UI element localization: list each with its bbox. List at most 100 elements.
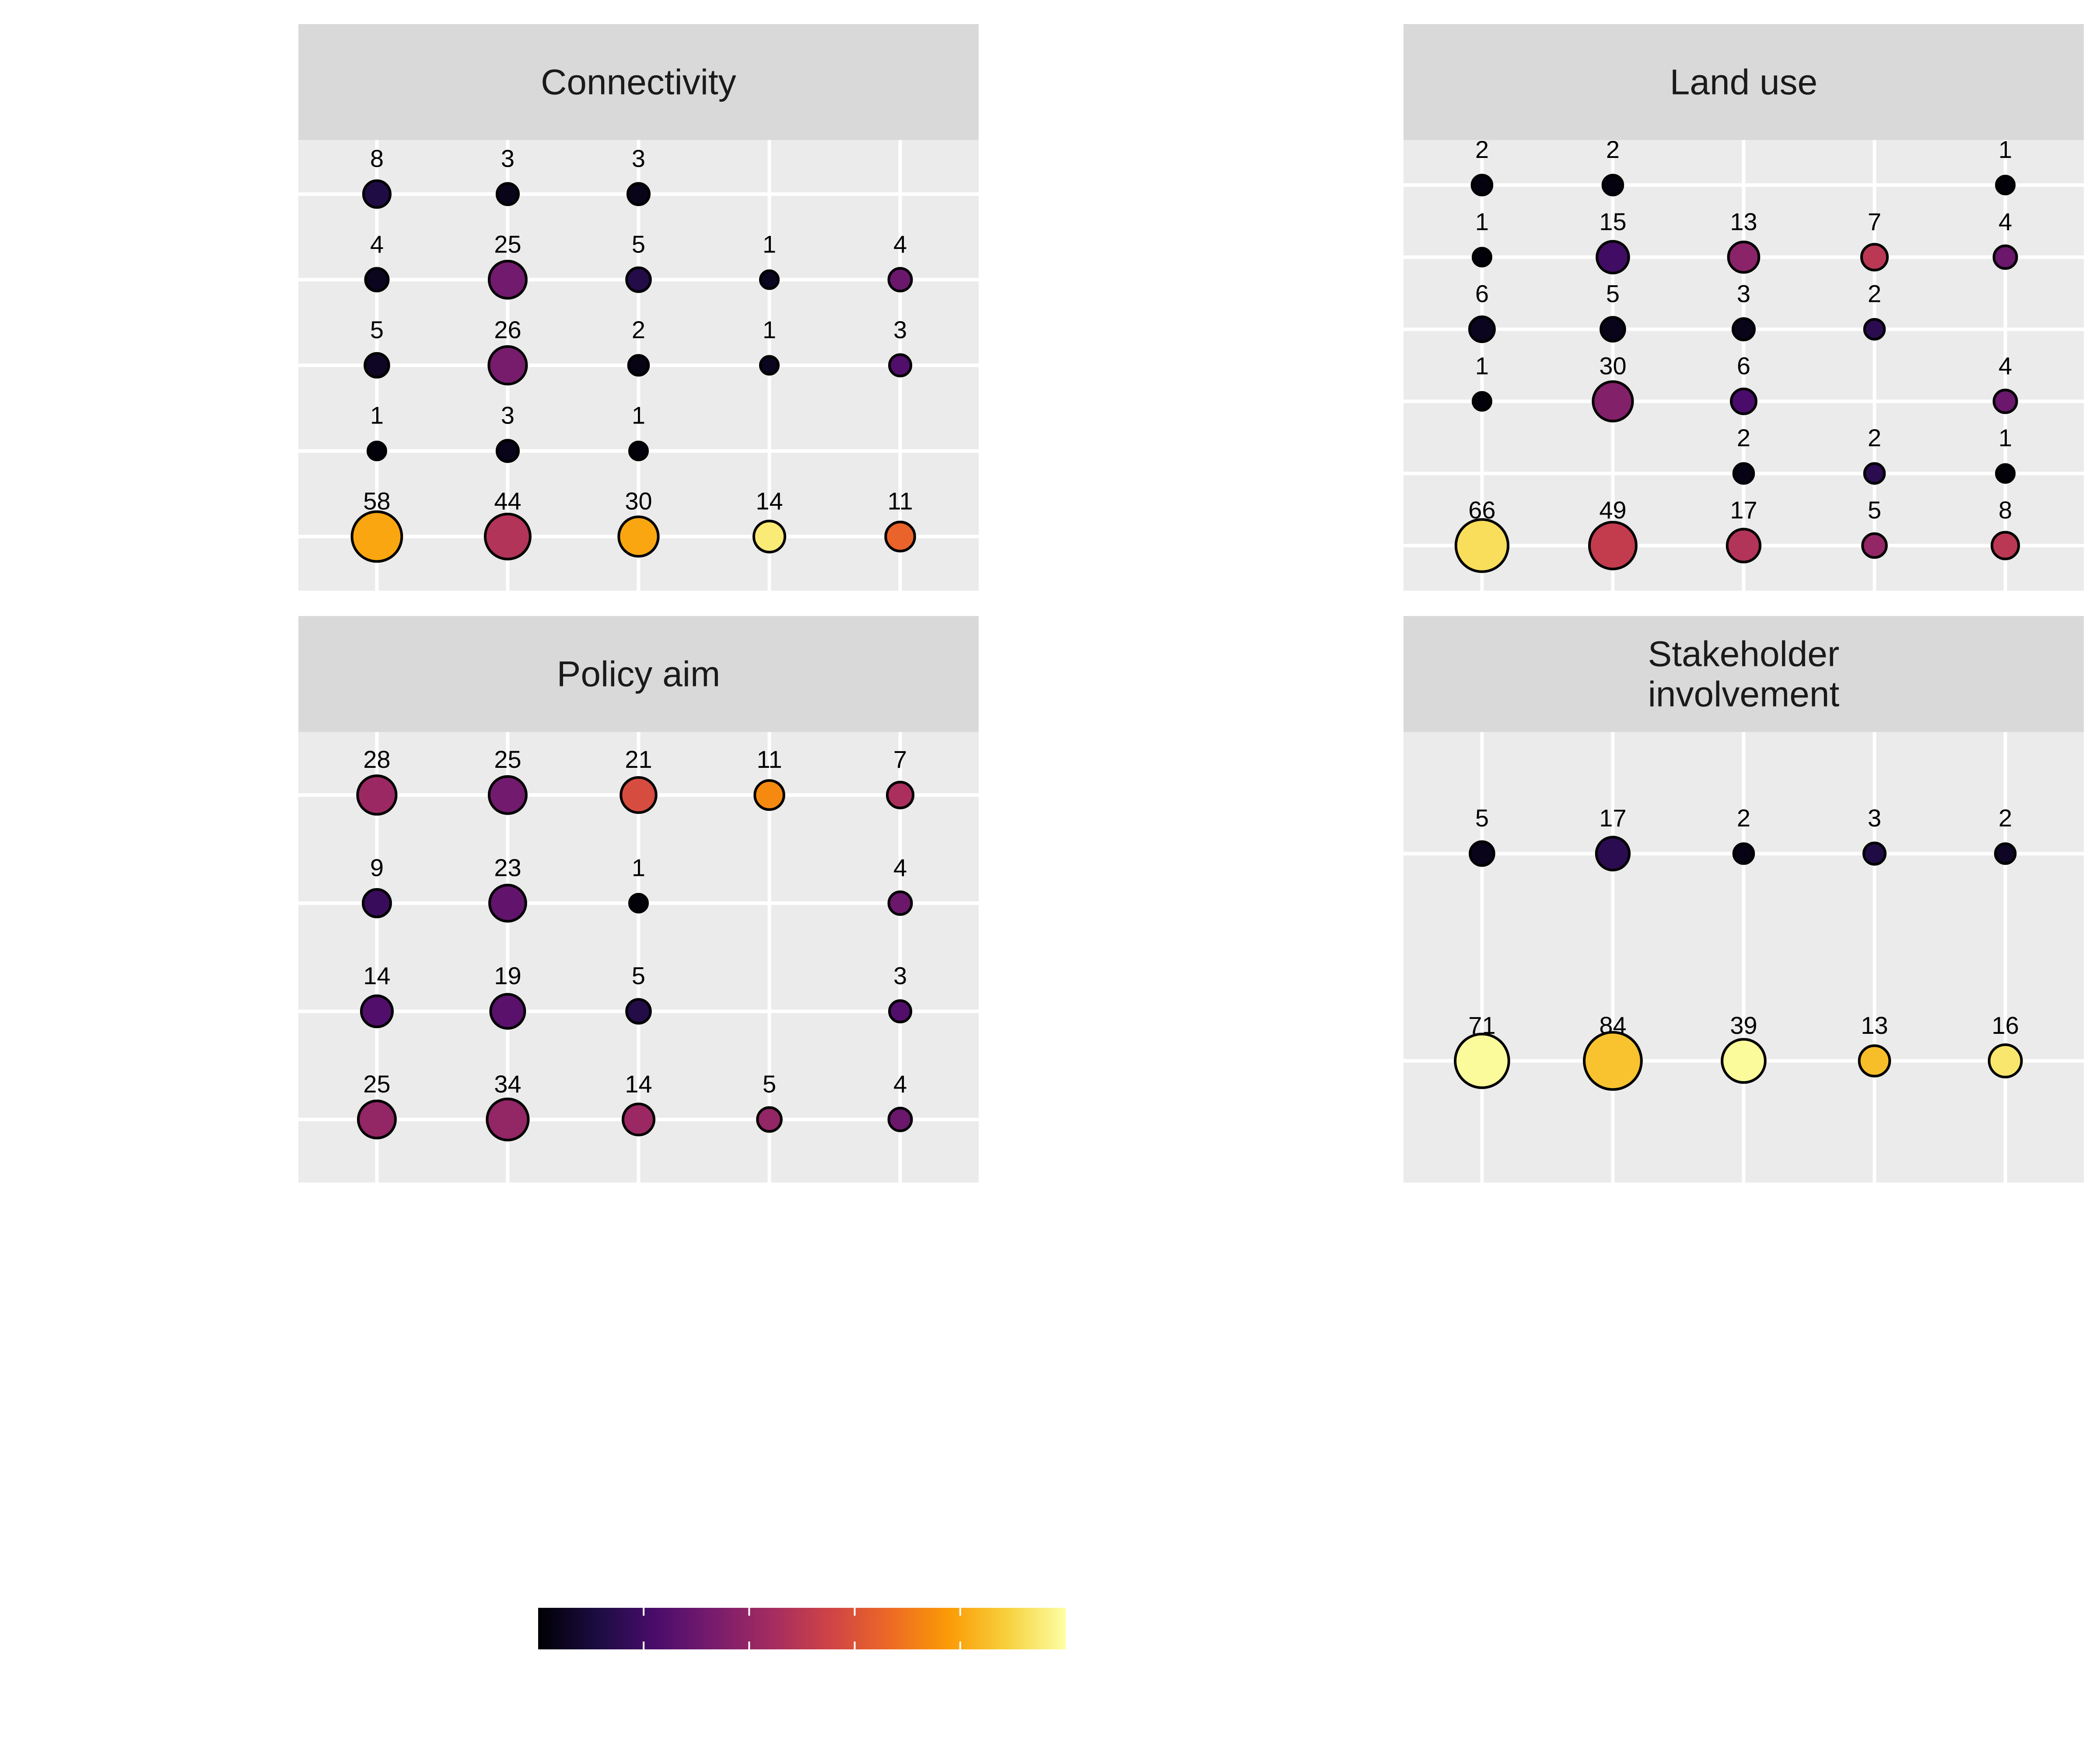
bubble-point (888, 999, 913, 1024)
bubble-point (759, 355, 780, 376)
bubble-point (1730, 387, 1757, 415)
count-label: 4 (893, 1070, 907, 1098)
bubble-point (1583, 1031, 1643, 1091)
count-label: 17 (1730, 496, 1757, 524)
bubble-point (886, 780, 915, 809)
count-label: 3 (893, 962, 907, 990)
bubble-point (1471, 391, 1492, 412)
count-label: 21 (625, 746, 652, 773)
bubble-point (1992, 388, 2018, 414)
count-label: 30 (1599, 352, 1626, 379)
bubble-point (487, 345, 528, 386)
bubble-point (620, 776, 658, 814)
count-label: 11 (888, 487, 913, 514)
count-label: 16 (1992, 1012, 2019, 1039)
count-label: 25 (494, 746, 521, 773)
bubble-point (1592, 380, 1634, 423)
bubble-point (1469, 840, 1495, 867)
facet-connectivity-points: 8 3 34 25 5 1 45 26 2 1 31 3 158 44 30 14 11 (350, 145, 916, 563)
bubble-point (488, 884, 527, 923)
count-label: 13 (1730, 208, 1757, 235)
count-label: 8 (1998, 496, 2012, 524)
count-label: 26 (494, 316, 521, 343)
count-label: 84 (1599, 1012, 1626, 1039)
bubble-point (350, 510, 403, 563)
count-label: 2 (1998, 804, 2012, 832)
bubble-point (752, 519, 787, 553)
bubble-point (1863, 462, 1886, 485)
facet-connectivity-title: Connectivity (541, 63, 736, 102)
count-label: 1 (1475, 208, 1489, 235)
bubble-point (1726, 528, 1762, 564)
count-label: 8 (370, 145, 384, 172)
count-label: 1 (1998, 424, 2012, 452)
bubble-point (483, 512, 532, 560)
bubble-point (1596, 240, 1630, 275)
bubble-point (756, 1106, 783, 1133)
bubble-point (1468, 315, 1496, 343)
count-label: 71 (1468, 1012, 1495, 1039)
bubble-point (366, 441, 387, 462)
bubble-point (495, 439, 520, 463)
colorbar-ticks (643, 1608, 961, 1649)
count-label: 2 (1868, 424, 1881, 452)
count-label: 1 (1998, 136, 2012, 163)
bubble-point (486, 1097, 530, 1141)
count-label: 2 (632, 316, 645, 343)
count-label: 2 (1737, 424, 1750, 452)
bubble-point (1994, 842, 2017, 865)
count-label: 14 (625, 1070, 652, 1098)
bubble-point (1862, 841, 1887, 866)
bubble-point (1601, 174, 1624, 196)
count-label: 5 (763, 1070, 776, 1098)
bubble-point (628, 892, 649, 914)
count-label: 44 (494, 487, 521, 514)
count-label: 3 (1737, 280, 1750, 308)
count-label: 13 (1861, 1012, 1888, 1039)
count-label: 15 (1599, 208, 1626, 235)
facet-policy-aim-strip (298, 616, 979, 732)
bubble-point (1470, 174, 1494, 196)
facet-policy-aim-points: 28 25 21 11 79 23 1 414 19 5 325 34 14 5 4 (356, 746, 915, 1141)
bubble-point (759, 269, 780, 290)
bubble-point (621, 1102, 656, 1137)
count-label: 7 (893, 746, 907, 773)
bubble-point (887, 890, 913, 916)
bubble-point (888, 353, 913, 378)
facet-land-use-strip (1404, 24, 2084, 140)
bubble-point (487, 775, 528, 815)
bubble-point (364, 352, 390, 379)
count-label: 14 (363, 962, 390, 990)
bubble-point (887, 1106, 913, 1132)
count-label: 1 (763, 316, 776, 343)
count-label: 4 (1998, 352, 2012, 379)
bubble-point (625, 998, 652, 1025)
facet-title-line: Land use (1670, 63, 1817, 102)
bubble-point (1995, 463, 2016, 484)
count-label: 1 (763, 230, 776, 258)
bubble-point (362, 179, 392, 209)
bubble-point (361, 888, 392, 918)
count-label: 1 (632, 402, 645, 429)
count-label: 17 (1599, 804, 1626, 832)
facet-policy-aim: Policy aim 28 25 21 11 79 23 1 414 19 5 325 34 14 5 4 (298, 616, 979, 1183)
count-label: 5 (370, 316, 384, 343)
bubble-point (1992, 244, 2018, 270)
facet-title-line: involvement (1648, 675, 1840, 714)
facet-stakeholder-involvement: Stakeholder involvement 5 17 2 3 2 71 84 39 13 16 (1404, 616, 2084, 1183)
facet-connectivity-strip (298, 24, 979, 140)
count-label: 3 (501, 402, 514, 429)
count-label: 34 (494, 1070, 521, 1098)
count-label: 3 (893, 316, 907, 343)
count-label: 58 (363, 487, 390, 514)
facet-stakeholder-involvement-points: 5 17 2 3 2 71 84 39 13 16 (1454, 804, 2023, 1091)
count-label: 66 (1468, 496, 1495, 524)
bubble-point (627, 354, 650, 377)
bubble-point (1454, 1032, 1510, 1089)
bubble-point (628, 441, 649, 462)
bubble-point (1858, 1044, 1891, 1078)
count-label: 11 (756, 746, 782, 773)
bubble-point (1732, 842, 1755, 865)
count-label: 2 (1868, 280, 1881, 308)
bubble-point (364, 267, 390, 293)
